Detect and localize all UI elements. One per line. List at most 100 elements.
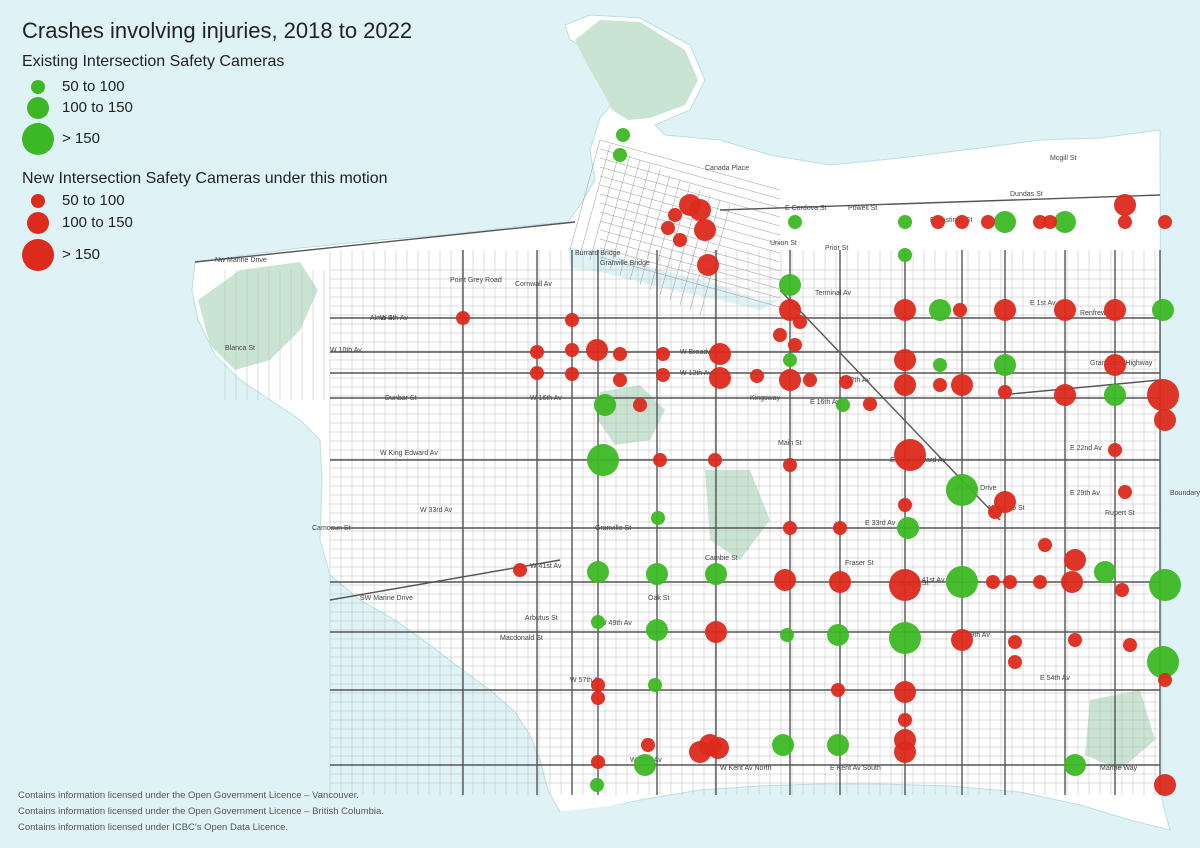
existing-camera-marker[interactable] — [1064, 754, 1086, 776]
new-camera-marker[interactable] — [894, 299, 916, 321]
new-camera-marker[interactable] — [898, 498, 912, 512]
new-camera-marker[interactable] — [661, 221, 675, 235]
existing-camera-marker[interactable] — [613, 148, 627, 162]
existing-camera-marker[interactable] — [898, 248, 912, 262]
new-camera-marker[interactable] — [1147, 379, 1179, 411]
new-camera-marker[interactable] — [829, 571, 851, 593]
new-camera-marker[interactable] — [565, 367, 579, 381]
new-camera-marker[interactable] — [1108, 443, 1122, 457]
new-camera-marker[interactable] — [709, 367, 731, 389]
new-camera-marker[interactable] — [894, 374, 916, 396]
new-camera-marker[interactable] — [708, 453, 722, 467]
new-camera-marker[interactable] — [565, 343, 579, 357]
new-camera-marker[interactable] — [591, 755, 605, 769]
new-camera-marker[interactable] — [591, 691, 605, 705]
existing-camera-marker[interactable] — [946, 566, 978, 598]
existing-camera-marker[interactable] — [827, 734, 849, 756]
new-camera-marker[interactable] — [673, 233, 687, 247]
existing-camera-marker[interactable] — [994, 354, 1016, 376]
new-camera-marker[interactable] — [839, 375, 853, 389]
new-camera-marker[interactable] — [694, 219, 716, 241]
existing-camera-marker[interactable] — [705, 563, 727, 585]
existing-camera-marker[interactable] — [646, 563, 668, 585]
new-camera-marker[interactable] — [779, 299, 801, 321]
new-camera-marker[interactable] — [898, 713, 912, 727]
new-camera-marker[interactable] — [1123, 638, 1137, 652]
existing-camera-marker[interactable] — [946, 474, 978, 506]
new-camera-marker[interactable] — [951, 374, 973, 396]
existing-camera-marker[interactable] — [587, 561, 609, 583]
existing-camera-marker[interactable] — [591, 615, 605, 629]
new-camera-marker[interactable] — [933, 378, 947, 392]
new-camera-marker[interactable] — [951, 629, 973, 651]
new-camera-marker[interactable] — [1061, 571, 1083, 593]
new-camera-marker[interactable] — [1043, 215, 1057, 229]
existing-camera-marker[interactable] — [780, 628, 794, 642]
new-camera-marker[interactable] — [793, 315, 807, 329]
existing-camera-marker[interactable] — [646, 619, 668, 641]
new-camera-marker[interactable] — [668, 208, 682, 222]
new-camera-marker[interactable] — [1064, 549, 1086, 571]
new-camera-marker[interactable] — [1158, 673, 1172, 687]
new-camera-marker[interactable] — [689, 741, 711, 763]
existing-camera-marker[interactable] — [1054, 211, 1076, 233]
new-camera-marker[interactable] — [1114, 194, 1136, 216]
existing-camera-marker[interactable] — [587, 444, 619, 476]
existing-camera-marker[interactable] — [1094, 561, 1116, 583]
new-camera-marker[interactable] — [456, 311, 470, 325]
new-camera-marker[interactable] — [988, 505, 1002, 519]
existing-camera-marker[interactable] — [827, 624, 849, 646]
new-camera-marker[interactable] — [689, 199, 711, 221]
new-camera-marker[interactable] — [1054, 299, 1076, 321]
new-camera-marker[interactable] — [1154, 774, 1176, 796]
new-camera-marker[interactable] — [586, 339, 608, 361]
new-camera-marker[interactable] — [955, 215, 969, 229]
existing-camera-marker[interactable] — [648, 678, 662, 692]
new-camera-marker[interactable] — [653, 453, 667, 467]
existing-camera-marker[interactable] — [1152, 299, 1174, 321]
new-camera-marker[interactable] — [530, 366, 544, 380]
new-camera-marker[interactable] — [998, 385, 1012, 399]
new-camera-marker[interactable] — [953, 303, 967, 317]
existing-camera-marker[interactable] — [594, 394, 616, 416]
new-camera-marker[interactable] — [707, 737, 729, 759]
new-camera-marker[interactable] — [1003, 575, 1017, 589]
new-camera-marker[interactable] — [783, 458, 797, 472]
new-camera-marker[interactable] — [1104, 299, 1126, 321]
new-camera-marker[interactable] — [641, 738, 655, 752]
new-camera-marker[interactable] — [1033, 575, 1047, 589]
existing-camera-marker[interactable] — [929, 299, 951, 321]
new-camera-marker[interactable] — [894, 349, 916, 371]
new-camera-marker[interactable] — [803, 373, 817, 387]
new-camera-marker[interactable] — [889, 569, 921, 601]
new-camera-marker[interactable] — [1158, 215, 1172, 229]
new-camera-marker[interactable] — [986, 575, 1000, 589]
new-camera-marker[interactable] — [750, 369, 764, 383]
existing-camera-marker[interactable] — [590, 778, 604, 792]
new-camera-marker[interactable] — [894, 681, 916, 703]
new-camera-marker[interactable] — [613, 347, 627, 361]
new-camera-marker[interactable] — [931, 215, 945, 229]
existing-camera-marker[interactable] — [889, 622, 921, 654]
existing-camera-marker[interactable] — [1147, 646, 1179, 678]
new-camera-marker[interactable] — [788, 338, 802, 352]
new-camera-marker[interactable] — [1104, 354, 1126, 376]
new-camera-marker[interactable] — [633, 398, 647, 412]
existing-camera-marker[interactable] — [783, 353, 797, 367]
new-camera-marker[interactable] — [1154, 409, 1176, 431]
existing-camera-marker[interactable] — [634, 754, 656, 776]
new-camera-marker[interactable] — [1068, 633, 1082, 647]
existing-camera-marker[interactable] — [898, 215, 912, 229]
existing-camera-marker[interactable] — [994, 211, 1016, 233]
new-camera-marker[interactable] — [697, 254, 719, 276]
new-camera-marker[interactable] — [1118, 215, 1132, 229]
existing-camera-marker[interactable] — [779, 274, 801, 296]
existing-camera-marker[interactable] — [616, 128, 630, 142]
new-camera-marker[interactable] — [994, 299, 1016, 321]
new-camera-marker[interactable] — [894, 439, 926, 471]
new-camera-marker[interactable] — [773, 328, 787, 342]
new-camera-marker[interactable] — [530, 345, 544, 359]
new-camera-marker[interactable] — [1038, 538, 1052, 552]
new-camera-marker[interactable] — [783, 521, 797, 535]
new-camera-marker[interactable] — [591, 678, 605, 692]
